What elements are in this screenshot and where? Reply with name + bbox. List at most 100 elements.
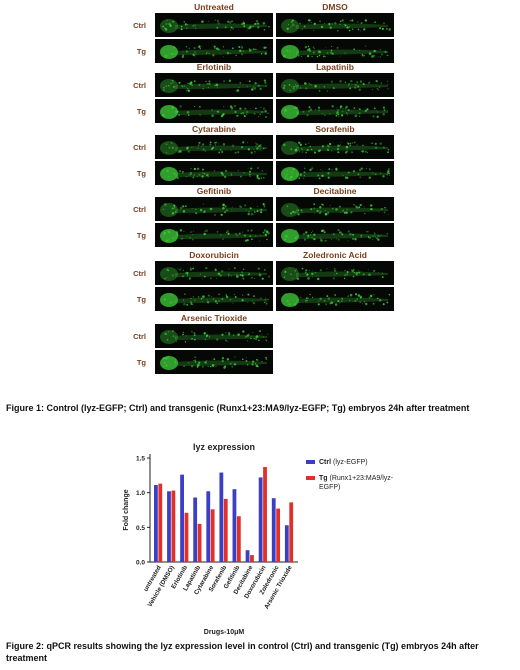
bar-ctrl <box>219 472 224 562</box>
embryo-image <box>160 104 269 119</box>
embryo-panel <box>155 324 273 348</box>
embryo-panel <box>155 73 273 97</box>
embryo-image <box>160 330 269 344</box>
bar-tg <box>223 498 228 562</box>
row-label-ctrl: Ctrl <box>133 143 146 152</box>
embryo-panel <box>155 13 273 37</box>
embryo-panel <box>155 197 273 221</box>
bar-ctrl <box>284 525 289 562</box>
embryo-image <box>281 229 389 243</box>
embryo-panel <box>276 161 394 185</box>
row-label-tg: Tg <box>136 295 146 304</box>
embryo-image <box>160 293 270 307</box>
bar-ctrl <box>232 489 237 562</box>
drug-label: Zoledronic Acid <box>303 250 367 260</box>
bar-ctrl <box>154 485 158 562</box>
embryo-panel <box>155 287 273 311</box>
row-label-ctrl: Ctrl <box>133 269 146 278</box>
bar-ctrl <box>258 477 263 562</box>
embryo-panel <box>276 99 394 123</box>
embryo-image <box>281 293 391 307</box>
drug-label: Decitabine <box>313 186 357 196</box>
drug-label: Untreated <box>194 2 234 12</box>
bar-tg <box>289 502 294 562</box>
drug-label: Cytarabine <box>192 124 236 134</box>
row-label-ctrl: Ctrl <box>133 332 146 341</box>
drug-label: Gefitinib <box>196 186 232 196</box>
embryo-image <box>160 355 268 370</box>
figure-2-caption: Figure 2: qPCR results showing the lyz e… <box>6 641 479 663</box>
y-tick-label: 1.0 <box>136 490 145 497</box>
legend-label-ctrl: Ctrl (lyz-EGFP) <box>319 459 368 466</box>
bar-ctrl <box>180 474 184 562</box>
embryo-image <box>160 79 269 93</box>
row-label-tg: Tg <box>136 231 146 240</box>
embryo-image <box>281 141 390 155</box>
legend-swatch-ctrl <box>306 460 315 464</box>
row-label-ctrl: Ctrl <box>133 21 146 30</box>
embryo-image <box>281 19 391 33</box>
embryo-image <box>281 45 390 59</box>
embryo-panel <box>155 261 273 285</box>
bar-ctrl <box>193 497 198 562</box>
drug-label: Lapatinib <box>316 62 354 72</box>
row-label-tg: Tg <box>136 358 146 367</box>
bar-tg <box>184 512 189 562</box>
embryo-panel <box>276 135 394 159</box>
embryo-image <box>281 267 388 281</box>
legend-swatch-tg <box>306 476 315 480</box>
row-label-ctrl: Ctrl <box>133 81 146 90</box>
embryo-panel <box>276 261 394 285</box>
bar-ctrl <box>206 491 211 562</box>
figure-1-panel-grid: Untreated Ctrl Tg DMSO Erlotinib Ctrl Tg Lapati… <box>133 2 394 374</box>
legend-label-tg-cont: EGFP) <box>319 484 340 491</box>
embryo-image <box>160 19 270 33</box>
bar-tg <box>276 508 281 562</box>
embryo-image <box>160 141 267 155</box>
embryo-panel <box>276 73 394 97</box>
embryo-image <box>281 79 389 93</box>
embryo-image <box>160 266 271 281</box>
embryo-panel <box>155 161 273 185</box>
drug-label: Sorafenib <box>315 124 355 134</box>
bar-tg <box>236 516 241 562</box>
chart-title: lyz expression <box>193 442 255 452</box>
y-tick-label: 1.5 <box>136 456 145 463</box>
bar-tg <box>171 490 176 562</box>
bar-tg <box>263 467 267 562</box>
embryo-panel <box>276 39 394 63</box>
y-tick-label: 0.5 <box>136 525 145 532</box>
embryo-image <box>281 203 389 217</box>
embryo-image <box>281 167 391 181</box>
row-label-tg: Tg <box>136 169 146 178</box>
bar-tg <box>250 555 254 562</box>
embryo-panel <box>155 135 273 159</box>
bar-ctrl <box>167 491 171 562</box>
bar-ctrl <box>245 550 250 562</box>
legend-label-tg: Tg (Runx1+23:MA9/lyz- <box>319 475 394 482</box>
drug-label: DMSO <box>322 2 348 12</box>
figure-1-caption: Figure 1: Control (lyz-EGFP; Ctrl) and t… <box>6 403 470 413</box>
embryo-image <box>281 105 389 119</box>
bar-tg <box>197 523 202 562</box>
row-label-ctrl: Ctrl <box>133 205 146 214</box>
embryo-panel <box>155 223 273 247</box>
drug-label: Arsenic Trioxide <box>180 313 248 323</box>
bar-tg <box>210 509 215 562</box>
row-label-tg: Tg <box>136 47 146 56</box>
embryo-image <box>160 229 270 243</box>
drug-label: Doxorubicin <box>189 250 239 260</box>
lyz-expression-chart: lyz expression 0.0 0.5 1.0 1.5 Fold change unt… <box>100 440 440 640</box>
embryo-panel <box>155 39 273 63</box>
x-axis-label: Drugs-10μM <box>204 629 245 636</box>
embryo-image <box>160 45 267 59</box>
embryo-panel <box>276 13 394 37</box>
embryo-panel <box>276 223 394 247</box>
embryo-image <box>160 202 267 217</box>
bar-ctrl <box>271 498 276 562</box>
embryo-panel <box>276 287 394 311</box>
y-axis-label: Fold change <box>123 489 130 530</box>
embryo-panel <box>155 350 273 374</box>
row-label-tg: Tg <box>136 107 146 116</box>
